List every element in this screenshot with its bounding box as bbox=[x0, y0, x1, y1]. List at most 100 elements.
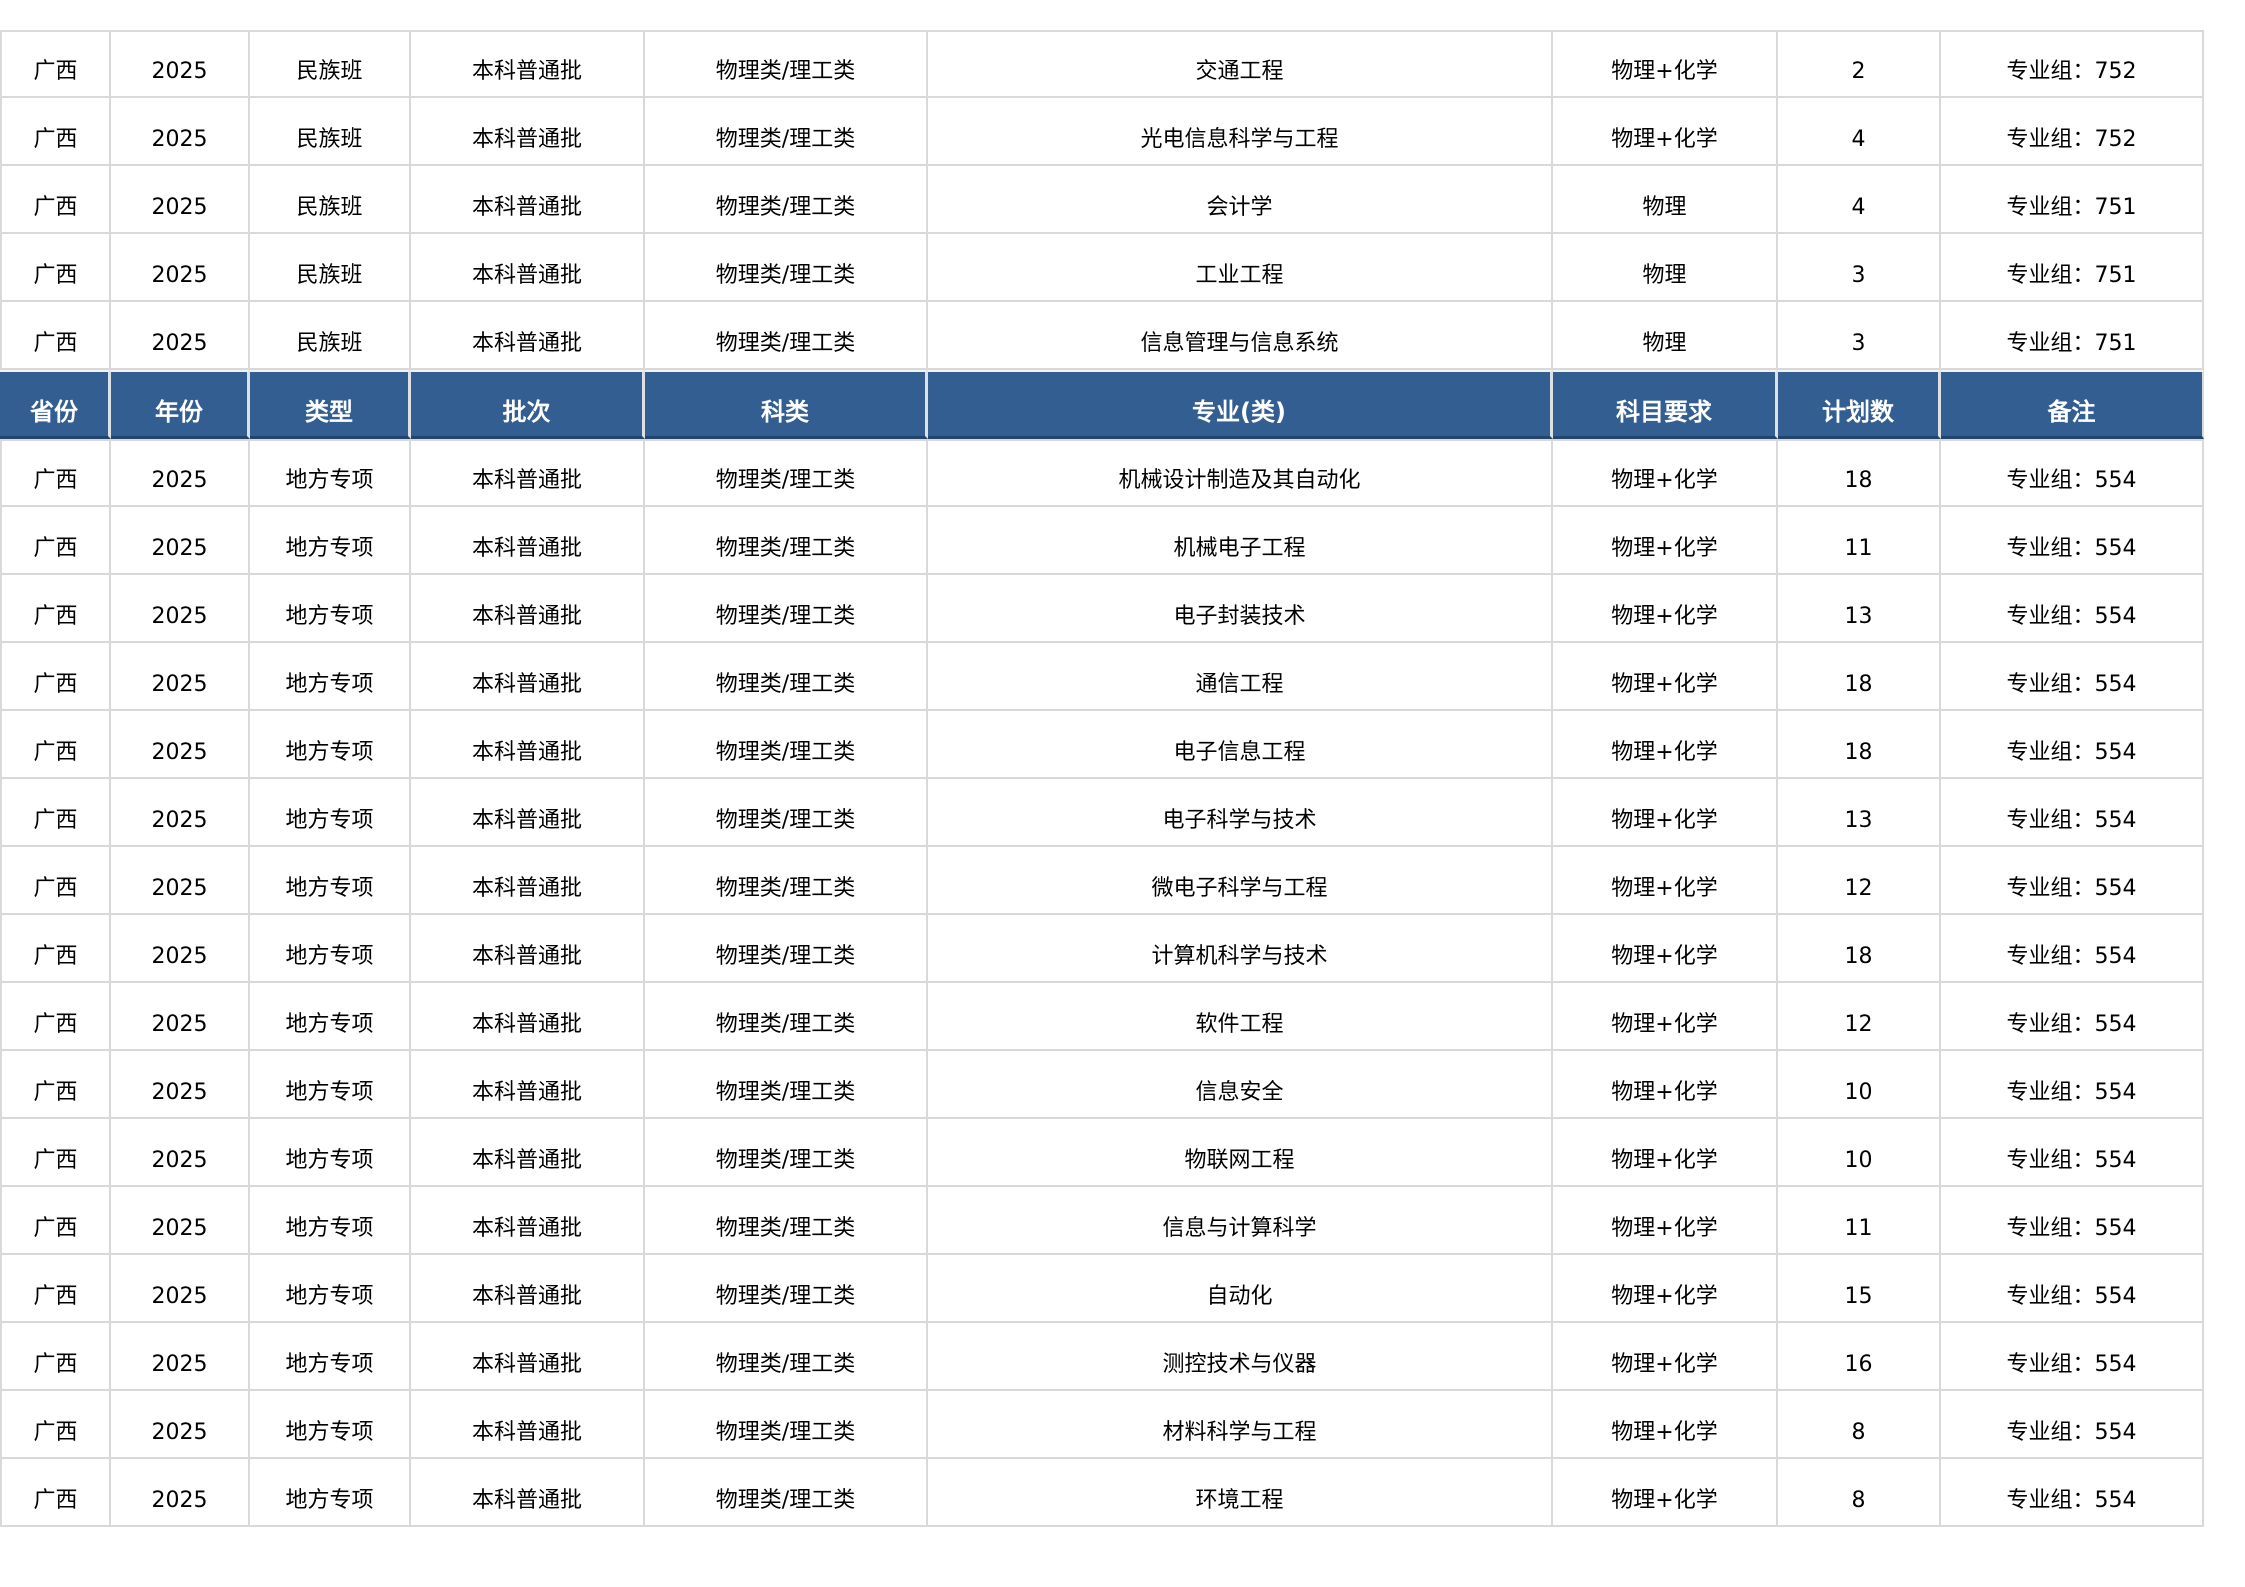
cell-province: 广西 bbox=[0, 779, 111, 847]
cell-year: 2025 bbox=[111, 915, 250, 983]
cell-province: 广西 bbox=[0, 1391, 111, 1459]
cell-year: 2025 bbox=[111, 643, 250, 711]
cell-plan: 2 bbox=[1778, 30, 1941, 98]
table-row: 广西 2025 地方专项 本科普通批 物理类/理工类 信息与计算科学 物理+化学 11 专业组：… bbox=[0, 1187, 2206, 1255]
table-row: 广西 2025 地方专项 本科普通批 物理类/理工类 计算机科学与技术 物理+化学 18 专业组… bbox=[0, 915, 2206, 983]
cell-plan: 18 bbox=[1778, 643, 1941, 711]
cell-plan: 18 bbox=[1778, 915, 1941, 983]
table-row: 广西 2025 民族班 本科普通批 物理类/理工类 交通工程 物理+化学 2 专业组：752 bbox=[0, 30, 2206, 98]
cell-year: 2025 bbox=[111, 507, 250, 575]
cell-note: 专业组：554 bbox=[1941, 915, 2204, 983]
cell-type: 地方专项 bbox=[250, 915, 411, 983]
cell-major: 电子科学与技术 bbox=[928, 779, 1553, 847]
cell-plan: 16 bbox=[1778, 1323, 1941, 1391]
table-row: 广西 2025 地方专项 本科普通批 物理类/理工类 环境工程 物理+化学 8 专业组：554 bbox=[0, 1459, 2206, 1527]
cell-year: 2025 bbox=[111, 234, 250, 302]
cell-year: 2025 bbox=[111, 1187, 250, 1255]
cell-major: 电子封装技术 bbox=[928, 575, 1553, 643]
cell-plan: 3 bbox=[1778, 302, 1941, 370]
cell-major: 会计学 bbox=[928, 166, 1553, 234]
cell-province: 广西 bbox=[0, 30, 111, 98]
table-header-row: 省份 年份 类型 批次 科类 专业(类) 科目要求 计划数 备注 bbox=[0, 370, 2206, 439]
cell-type: 地方专项 bbox=[250, 439, 411, 507]
cell-year: 2025 bbox=[111, 1459, 250, 1527]
cell-subject_class: 物理类/理工类 bbox=[645, 711, 928, 779]
cell-plan: 8 bbox=[1778, 1459, 1941, 1527]
cell-province: 广西 bbox=[0, 1051, 111, 1119]
cell-subject_class: 物理类/理工类 bbox=[645, 1459, 928, 1527]
cell-year: 2025 bbox=[111, 1051, 250, 1119]
cell-province: 广西 bbox=[0, 1255, 111, 1323]
cell-note: 专业组：554 bbox=[1941, 643, 2204, 711]
cell-batch: 本科普通批 bbox=[411, 98, 645, 166]
table-row: 广西 2025 地方专项 本科普通批 物理类/理工类 测控技术与仪器 物理+化学 16 专业组：… bbox=[0, 1323, 2206, 1391]
cell-note: 专业组：751 bbox=[1941, 234, 2204, 302]
cell-subject_class: 物理类/理工类 bbox=[645, 234, 928, 302]
cell-type: 地方专项 bbox=[250, 1119, 411, 1187]
cell-requirement: 物理+化学 bbox=[1553, 643, 1778, 711]
cell-province: 广西 bbox=[0, 302, 111, 370]
cell-major: 材料科学与工程 bbox=[928, 1391, 1553, 1459]
cell-subject_class: 物理类/理工类 bbox=[645, 847, 928, 915]
cell-subject_class: 物理类/理工类 bbox=[645, 30, 928, 98]
cell-major: 电子信息工程 bbox=[928, 711, 1553, 779]
cell-subject_class: 物理类/理工类 bbox=[645, 98, 928, 166]
cell-plan: 11 bbox=[1778, 1187, 1941, 1255]
cell-note: 专业组：554 bbox=[1941, 1459, 2204, 1527]
cell-requirement: 物理 bbox=[1553, 166, 1778, 234]
cell-major: 测控技术与仪器 bbox=[928, 1323, 1553, 1391]
cell-major: 工业工程 bbox=[928, 234, 1553, 302]
cell-major: 微电子科学与工程 bbox=[928, 847, 1553, 915]
cell-type: 地方专项 bbox=[250, 575, 411, 643]
cell-requirement: 物理+化学 bbox=[1553, 575, 1778, 643]
cell-major: 信息管理与信息系统 bbox=[928, 302, 1553, 370]
cell-plan: 15 bbox=[1778, 1255, 1941, 1323]
table-row: 广西 2025 地方专项 本科普通批 物理类/理工类 机械电子工程 物理+化学 11 专业组：5… bbox=[0, 507, 2206, 575]
cell-requirement: 物理+化学 bbox=[1553, 1119, 1778, 1187]
cell-requirement: 物理+化学 bbox=[1553, 779, 1778, 847]
cell-note: 专业组：554 bbox=[1941, 1051, 2204, 1119]
cell-type: 民族班 bbox=[250, 30, 411, 98]
cell-note: 专业组：554 bbox=[1941, 1187, 2204, 1255]
cell-province: 广西 bbox=[0, 983, 111, 1051]
cell-note: 专业组：554 bbox=[1941, 779, 2204, 847]
cell-province: 广西 bbox=[0, 507, 111, 575]
cell-plan: 10 bbox=[1778, 1119, 1941, 1187]
cell-plan: 11 bbox=[1778, 507, 1941, 575]
cell-type: 地方专项 bbox=[250, 1391, 411, 1459]
cell-type: 民族班 bbox=[250, 166, 411, 234]
cell-province: 广西 bbox=[0, 1323, 111, 1391]
header-cell-type: 类型 bbox=[250, 370, 411, 439]
cell-year: 2025 bbox=[111, 439, 250, 507]
cell-year: 2025 bbox=[111, 779, 250, 847]
cell-year: 2025 bbox=[111, 1391, 250, 1459]
cell-subject_class: 物理类/理工类 bbox=[645, 915, 928, 983]
cell-note: 专业组：554 bbox=[1941, 711, 2204, 779]
cell-subject_class: 物理类/理工类 bbox=[645, 1187, 928, 1255]
table-row: 广西 2025 地方专项 本科普通批 物理类/理工类 机械设计制造及其自动化 物理+化学 18… bbox=[0, 439, 2206, 507]
cell-batch: 本科普通批 bbox=[411, 234, 645, 302]
cell-province: 广西 bbox=[0, 1459, 111, 1527]
cell-subject_class: 物理类/理工类 bbox=[645, 1323, 928, 1391]
cell-year: 2025 bbox=[111, 166, 250, 234]
cell-requirement: 物理+化学 bbox=[1553, 98, 1778, 166]
cell-requirement: 物理 bbox=[1553, 234, 1778, 302]
cell-subject_class: 物理类/理工类 bbox=[645, 302, 928, 370]
cell-requirement: 物理+化学 bbox=[1553, 1051, 1778, 1119]
cell-batch: 本科普通批 bbox=[411, 1051, 645, 1119]
cell-note: 专业组：554 bbox=[1941, 983, 2204, 1051]
cell-subject_class: 物理类/理工类 bbox=[645, 1255, 928, 1323]
table-row: 广西 2025 地方专项 本科普通批 物理类/理工类 软件工程 物理+化学 12 专业组：554 bbox=[0, 983, 2206, 1051]
cell-year: 2025 bbox=[111, 98, 250, 166]
cell-subject_class: 物理类/理工类 bbox=[645, 439, 928, 507]
cell-type: 地方专项 bbox=[250, 1323, 411, 1391]
cell-type: 地方专项 bbox=[250, 983, 411, 1051]
header-cell-note: 备注 bbox=[1941, 370, 2204, 439]
cell-batch: 本科普通批 bbox=[411, 1255, 645, 1323]
cell-subject_class: 物理类/理工类 bbox=[645, 643, 928, 711]
table-row: 广西 2025 民族班 本科普通批 物理类/理工类 会计学 物理 4 专业组：751 bbox=[0, 166, 2206, 234]
cell-province: 广西 bbox=[0, 98, 111, 166]
cell-note: 专业组：554 bbox=[1941, 439, 2204, 507]
cell-subject_class: 物理类/理工类 bbox=[645, 575, 928, 643]
